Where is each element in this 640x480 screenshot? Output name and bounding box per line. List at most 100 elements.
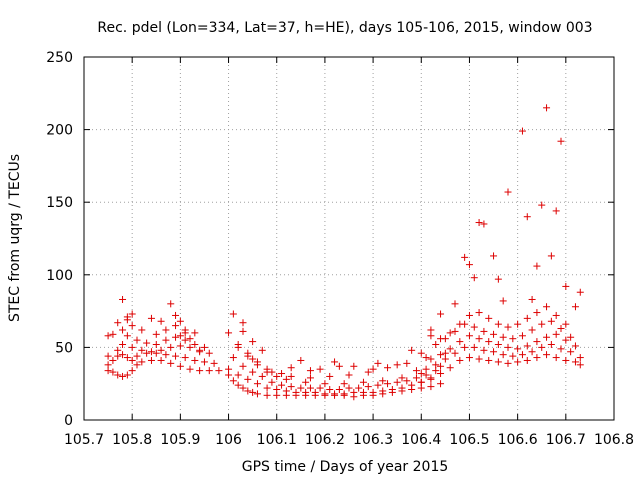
data-point bbox=[331, 390, 339, 398]
data-point bbox=[437, 380, 445, 388]
data-point bbox=[225, 365, 233, 373]
data-point bbox=[258, 372, 266, 380]
data-point bbox=[504, 323, 512, 331]
data-point bbox=[543, 303, 551, 311]
data-point bbox=[234, 371, 242, 379]
data-point bbox=[109, 356, 117, 364]
plot-frame bbox=[83, 56, 615, 421]
data-point bbox=[253, 380, 261, 388]
data-point bbox=[552, 354, 560, 362]
data-point bbox=[152, 330, 160, 338]
data-point bbox=[167, 343, 175, 351]
data-point bbox=[133, 361, 141, 369]
y-tick-label: 250 bbox=[46, 50, 73, 66]
data-point bbox=[249, 388, 257, 396]
data-point bbox=[364, 383, 372, 391]
data-point bbox=[186, 365, 194, 373]
data-point bbox=[576, 361, 584, 369]
grid-lines bbox=[84, 57, 614, 420]
data-point bbox=[128, 343, 136, 351]
data-point bbox=[253, 390, 261, 398]
data-point bbox=[456, 338, 464, 346]
data-point bbox=[244, 349, 252, 357]
x-tick-label: 106.2 bbox=[305, 432, 345, 448]
data-point bbox=[278, 381, 286, 389]
data-point bbox=[533, 354, 541, 362]
x-tick-label: 106.8 bbox=[594, 432, 634, 448]
data-point bbox=[258, 346, 266, 354]
data-point bbox=[335, 386, 343, 394]
data-point bbox=[446, 364, 454, 372]
data-point bbox=[128, 322, 136, 330]
data-point bbox=[104, 352, 112, 360]
data-point bbox=[355, 384, 363, 392]
data-point bbox=[437, 310, 445, 318]
data-point bbox=[562, 356, 570, 364]
data-point bbox=[196, 348, 204, 356]
data-point bbox=[119, 351, 127, 359]
data-point bbox=[350, 388, 358, 396]
data-point bbox=[557, 345, 565, 353]
data-point bbox=[374, 359, 382, 367]
data-point bbox=[571, 342, 579, 350]
data-point bbox=[490, 252, 498, 260]
data-point bbox=[528, 295, 536, 303]
data-point bbox=[263, 365, 271, 373]
data-point bbox=[128, 310, 136, 318]
data-point bbox=[234, 381, 242, 389]
data-point bbox=[393, 378, 401, 386]
data-point bbox=[562, 320, 570, 328]
data-point bbox=[499, 297, 507, 305]
data-point bbox=[518, 351, 526, 359]
data-point bbox=[340, 390, 348, 398]
data-point bbox=[229, 310, 237, 318]
data-point bbox=[547, 252, 555, 260]
data-point bbox=[417, 378, 425, 386]
data-point bbox=[114, 319, 122, 327]
data-point bbox=[427, 326, 435, 334]
data-point bbox=[533, 262, 541, 270]
chart-title: Rec. pdel (Lon=334, Lat=37, h=HE), days … bbox=[97, 20, 592, 36]
data-point bbox=[191, 356, 199, 364]
data-point bbox=[504, 188, 512, 196]
data-point bbox=[229, 354, 237, 362]
data-point bbox=[152, 340, 160, 348]
data-point bbox=[321, 390, 329, 398]
data-point bbox=[109, 368, 117, 376]
x-tick-labels: 105.7 105.8 105.9 106 106.1 106.2 106.3 106.4 10… bbox=[64, 432, 634, 448]
y-tick-label: 200 bbox=[46, 123, 73, 139]
data-point bbox=[475, 335, 483, 343]
data-point bbox=[417, 370, 425, 378]
data-point bbox=[499, 333, 507, 341]
data-point bbox=[326, 386, 334, 394]
data-point bbox=[538, 320, 546, 328]
data-point bbox=[359, 388, 367, 396]
data-point bbox=[557, 137, 565, 145]
data-point bbox=[138, 358, 146, 366]
data-point bbox=[557, 325, 565, 333]
data-point bbox=[205, 349, 213, 357]
data-point bbox=[470, 343, 478, 351]
data-point bbox=[123, 354, 131, 362]
data-point bbox=[287, 383, 295, 391]
data-point bbox=[114, 346, 122, 354]
data-point bbox=[432, 340, 440, 348]
data-point bbox=[157, 346, 165, 354]
data-point bbox=[451, 349, 459, 357]
data-point bbox=[181, 336, 189, 344]
data-point bbox=[576, 288, 584, 296]
data-point bbox=[104, 361, 112, 369]
data-point bbox=[470, 274, 478, 282]
x-tick-label: 106.4 bbox=[401, 432, 441, 448]
x-tick-label: 106.3 bbox=[353, 432, 393, 448]
data-point bbox=[119, 295, 127, 303]
data-point bbox=[538, 201, 546, 209]
data-point bbox=[292, 388, 300, 396]
data-point bbox=[456, 356, 464, 364]
data-point bbox=[412, 374, 420, 382]
data-point bbox=[451, 327, 459, 335]
data-point bbox=[316, 384, 324, 392]
data-point bbox=[143, 339, 151, 347]
data-point bbox=[543, 351, 551, 359]
data-point bbox=[485, 356, 493, 364]
